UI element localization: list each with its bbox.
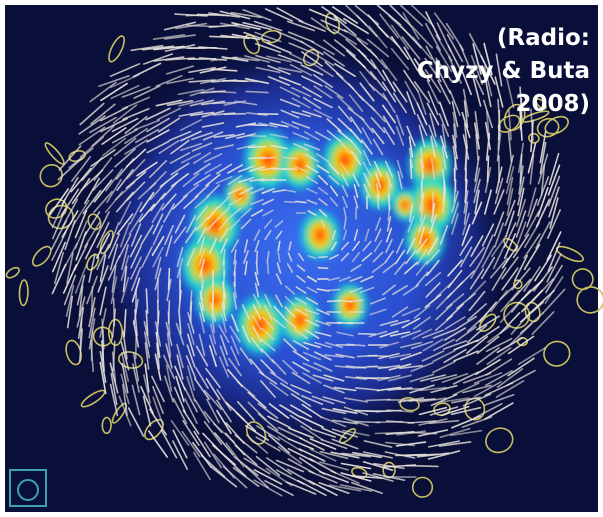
vector <box>191 302 192 322</box>
annotation-line: (Radio: <box>497 25 590 51</box>
vector <box>283 169 297 170</box>
vector <box>319 257 327 258</box>
annotation-line: Chyzy & Buta <box>417 58 590 84</box>
annotation-line: 2008) <box>515 91 590 117</box>
vector <box>318 268 327 269</box>
vector <box>285 202 295 203</box>
vector <box>366 400 390 401</box>
vector <box>248 136 266 137</box>
vector <box>268 262 269 273</box>
vector <box>249 147 266 148</box>
vector <box>328 290 340 291</box>
vector <box>136 332 137 359</box>
radio-map: (Radio: Chyzy & Buta 2008) <box>0 0 603 517</box>
vector <box>358 334 375 335</box>
emission-peak <box>277 136 324 194</box>
emission-peak <box>389 186 420 224</box>
vector <box>257 251 258 263</box>
vector <box>406 466 438 467</box>
vector <box>225 114 246 115</box>
